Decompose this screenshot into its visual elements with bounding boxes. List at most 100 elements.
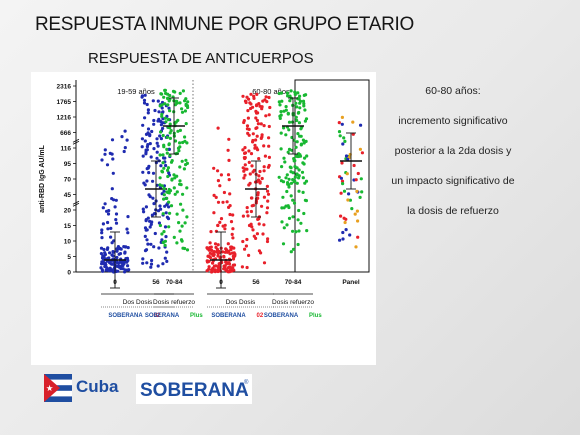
data-point	[355, 189, 359, 193]
data-point	[126, 264, 130, 268]
data-point	[165, 135, 169, 139]
data-point	[354, 245, 358, 249]
data-point	[184, 158, 188, 162]
data-point	[122, 149, 126, 154]
data-point	[240, 265, 244, 269]
data-point	[178, 141, 182, 145]
data-point	[251, 132, 255, 136]
data-point	[144, 218, 148, 222]
data-point	[185, 186, 189, 190]
data-point	[221, 250, 225, 254]
data-point	[303, 108, 307, 112]
data-point	[111, 157, 115, 161]
data-point	[285, 223, 289, 227]
y-axis-label: anti-RBD IgG AU/mL	[39, 144, 46, 213]
data-point	[159, 137, 163, 141]
data-point	[303, 156, 307, 160]
data-point	[228, 252, 232, 256]
data-point	[146, 143, 150, 147]
data-point	[246, 214, 250, 218]
data-point	[301, 176, 305, 180]
soberana-logo-text: SOBERANA	[140, 380, 249, 401]
data-point	[121, 267, 125, 271]
data-point	[123, 245, 128, 249]
data-point	[338, 134, 342, 138]
data-point	[111, 254, 115, 258]
data-point	[168, 93, 172, 98]
data-point	[164, 235, 168, 239]
data-point	[222, 267, 226, 271]
data-point	[210, 268, 214, 272]
data-point	[146, 108, 150, 112]
data-point	[116, 245, 120, 249]
data-point	[119, 247, 123, 251]
data-point	[243, 163, 247, 167]
data-point	[339, 176, 343, 180]
data-point	[255, 232, 259, 236]
data-point	[356, 171, 360, 176]
data-point	[149, 262, 154, 266]
data-point	[267, 155, 271, 159]
data-point	[287, 120, 292, 124]
data-point	[159, 164, 163, 168]
data-point	[295, 105, 299, 109]
data-point	[289, 194, 293, 198]
y-tick-label: 2316	[57, 84, 72, 91]
data-point	[286, 111, 290, 115]
data-point	[249, 152, 254, 156]
data-point	[106, 227, 110, 231]
data-point	[257, 174, 261, 178]
data-point	[145, 148, 149, 152]
data-point	[121, 260, 125, 264]
data-point	[262, 261, 267, 265]
data-point	[262, 165, 266, 169]
data-point	[151, 171, 156, 175]
data-point	[167, 200, 171, 204]
data-point	[226, 242, 230, 246]
data-point	[115, 264, 119, 268]
data-point	[232, 263, 237, 267]
data-point	[250, 204, 254, 208]
data-point	[166, 97, 170, 101]
data-point	[212, 211, 216, 215]
logo-bar: Cuba SOBERANA ®	[44, 372, 254, 406]
data-point	[350, 207, 354, 211]
y-tick-label: 1216	[57, 115, 72, 122]
data-point	[111, 250, 115, 254]
data-point	[284, 133, 288, 137]
data-point	[341, 237, 345, 241]
data-point	[160, 106, 164, 110]
data-point	[179, 202, 183, 206]
data-point	[287, 128, 291, 132]
data-point	[168, 131, 172, 135]
data-point	[149, 242, 153, 246]
data-point	[218, 220, 222, 224]
data-point	[163, 88, 167, 92]
data-point	[230, 232, 234, 236]
data-point	[116, 269, 120, 273]
data-point	[279, 110, 283, 114]
data-point	[300, 170, 305, 174]
data-point	[267, 136, 271, 140]
data-point	[304, 139, 308, 143]
data-point	[277, 175, 281, 179]
data-point	[266, 165, 270, 169]
data-point	[282, 126, 286, 130]
data-point	[260, 204, 264, 208]
data-point	[216, 200, 221, 204]
data-point	[111, 171, 115, 175]
data-point	[302, 162, 306, 166]
data-point	[339, 214, 343, 218]
data-point	[216, 126, 220, 130]
y-tick-label: 10	[64, 239, 72, 246]
data-point	[263, 154, 267, 158]
data-point	[141, 123, 145, 127]
data-point	[160, 170, 165, 174]
data-point	[282, 226, 286, 230]
data-point	[178, 179, 182, 183]
data-point	[167, 106, 171, 110]
data-point	[241, 214, 245, 218]
data-point	[340, 122, 344, 126]
data-point	[108, 251, 112, 255]
data-point	[143, 234, 147, 238]
